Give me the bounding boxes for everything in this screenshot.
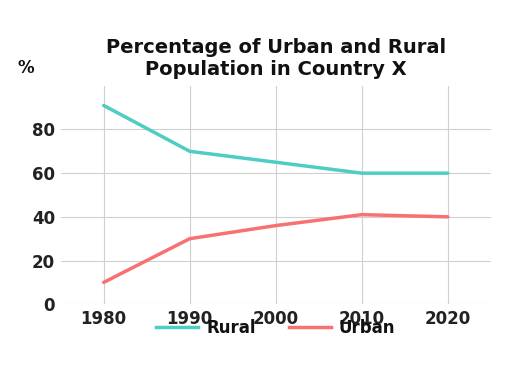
Title: Percentage of Urban and Rural
Population in Country X: Percentage of Urban and Rural Population… (106, 38, 445, 79)
Text: %: % (18, 59, 34, 77)
Legend: Rural, Urban: Rural, Urban (149, 312, 401, 344)
